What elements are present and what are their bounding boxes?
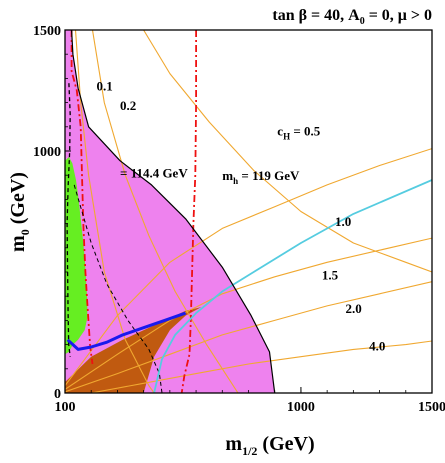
y-tick-label-1: 1000 [33, 145, 61, 160]
annotation-7: 2.0 [346, 301, 362, 316]
x-tick-label-2: 1500 [418, 400, 445, 415]
chart-title: tan β = 40, A0 = 0, μ > 0 [272, 7, 432, 27]
annotation-8: 4.0 [369, 339, 385, 354]
y-tick-label-2: 1500 [33, 24, 61, 39]
annotation-1: 0.2 [120, 98, 136, 113]
x-tick-label-0: 100 [55, 400, 76, 415]
annotation-0: 0.1 [97, 79, 113, 94]
y-tick-label-0: 0 [54, 387, 61, 402]
y-axis-label: m0 (GeV) [7, 172, 32, 252]
annotation-3: = 114.4 GeV [120, 166, 188, 181]
x-tick-label-1: 1000 [287, 400, 315, 415]
x-axis-label: m1/2 (GeV) [225, 433, 314, 458]
annotation-5: 1.0 [335, 214, 351, 229]
annotation-6: 1.5 [322, 267, 339, 282]
